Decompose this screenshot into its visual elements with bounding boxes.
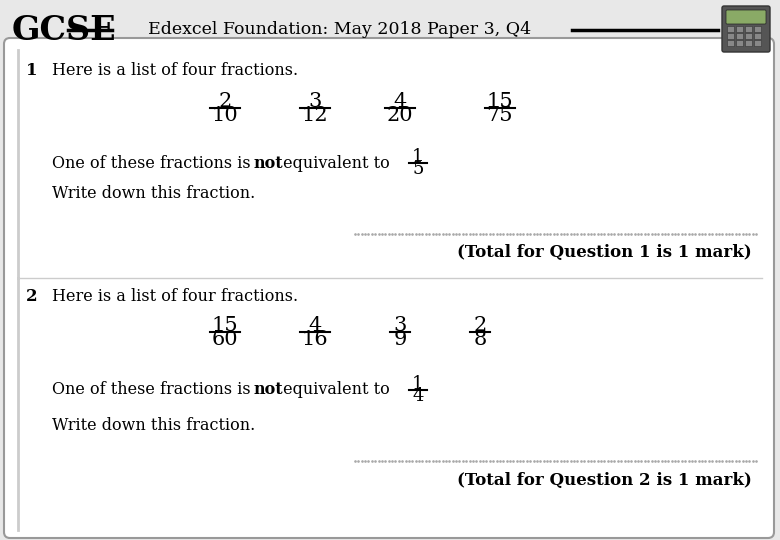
- FancyBboxPatch shape: [736, 33, 743, 39]
- Text: 5: 5: [413, 160, 424, 178]
- Text: not: not: [254, 154, 284, 172]
- FancyBboxPatch shape: [4, 38, 774, 538]
- FancyBboxPatch shape: [726, 10, 766, 24]
- Text: 16: 16: [302, 329, 328, 348]
- Text: 4: 4: [393, 92, 406, 111]
- FancyBboxPatch shape: [754, 26, 761, 32]
- Text: 2: 2: [218, 92, 232, 111]
- FancyBboxPatch shape: [728, 40, 735, 46]
- Text: 15: 15: [487, 92, 513, 111]
- Text: (Total for Question 2 is 1 mark): (Total for Question 2 is 1 mark): [457, 471, 752, 489]
- Text: 75: 75: [487, 105, 513, 125]
- FancyBboxPatch shape: [736, 40, 743, 46]
- Text: 4: 4: [308, 316, 321, 335]
- Text: 9: 9: [393, 329, 406, 348]
- Text: 20: 20: [387, 105, 413, 125]
- Text: 12: 12: [302, 105, 328, 125]
- Text: Write down this fraction.: Write down this fraction.: [52, 416, 255, 434]
- Text: 3: 3: [393, 316, 406, 335]
- FancyBboxPatch shape: [722, 6, 770, 52]
- Text: GCSE: GCSE: [12, 14, 117, 46]
- Text: 3: 3: [308, 92, 321, 111]
- Text: Edexcel Foundation: May 2018 Paper 3, Q4: Edexcel Foundation: May 2018 Paper 3, Q4: [148, 22, 531, 38]
- Text: 60: 60: [211, 329, 239, 348]
- Text: One of these fractions is: One of these fractions is: [52, 381, 256, 399]
- Text: Here is a list of four fractions.: Here is a list of four fractions.: [52, 62, 298, 79]
- Text: 8: 8: [473, 329, 487, 348]
- Text: 1: 1: [413, 375, 424, 393]
- Text: One of these fractions is: One of these fractions is: [52, 154, 256, 172]
- FancyBboxPatch shape: [754, 40, 761, 46]
- FancyBboxPatch shape: [728, 26, 735, 32]
- FancyBboxPatch shape: [754, 33, 761, 39]
- Text: 2: 2: [473, 316, 487, 335]
- FancyBboxPatch shape: [746, 26, 753, 32]
- Text: 2: 2: [26, 288, 37, 305]
- Text: Write down this fraction.: Write down this fraction.: [52, 185, 255, 201]
- FancyBboxPatch shape: [746, 33, 753, 39]
- Text: 4: 4: [413, 387, 424, 405]
- Text: 15: 15: [211, 316, 239, 335]
- Text: 1: 1: [413, 148, 424, 166]
- Text: equivalent to: equivalent to: [278, 154, 390, 172]
- FancyBboxPatch shape: [746, 40, 753, 46]
- Text: 1: 1: [26, 62, 37, 79]
- Text: equivalent to: equivalent to: [278, 381, 390, 399]
- Text: (Total for Question 1 is 1 mark): (Total for Question 1 is 1 mark): [457, 245, 752, 261]
- Text: 10: 10: [211, 105, 239, 125]
- Text: not: not: [254, 381, 284, 399]
- FancyBboxPatch shape: [728, 33, 735, 39]
- FancyBboxPatch shape: [736, 26, 743, 32]
- Text: Here is a list of four fractions.: Here is a list of four fractions.: [52, 288, 298, 305]
